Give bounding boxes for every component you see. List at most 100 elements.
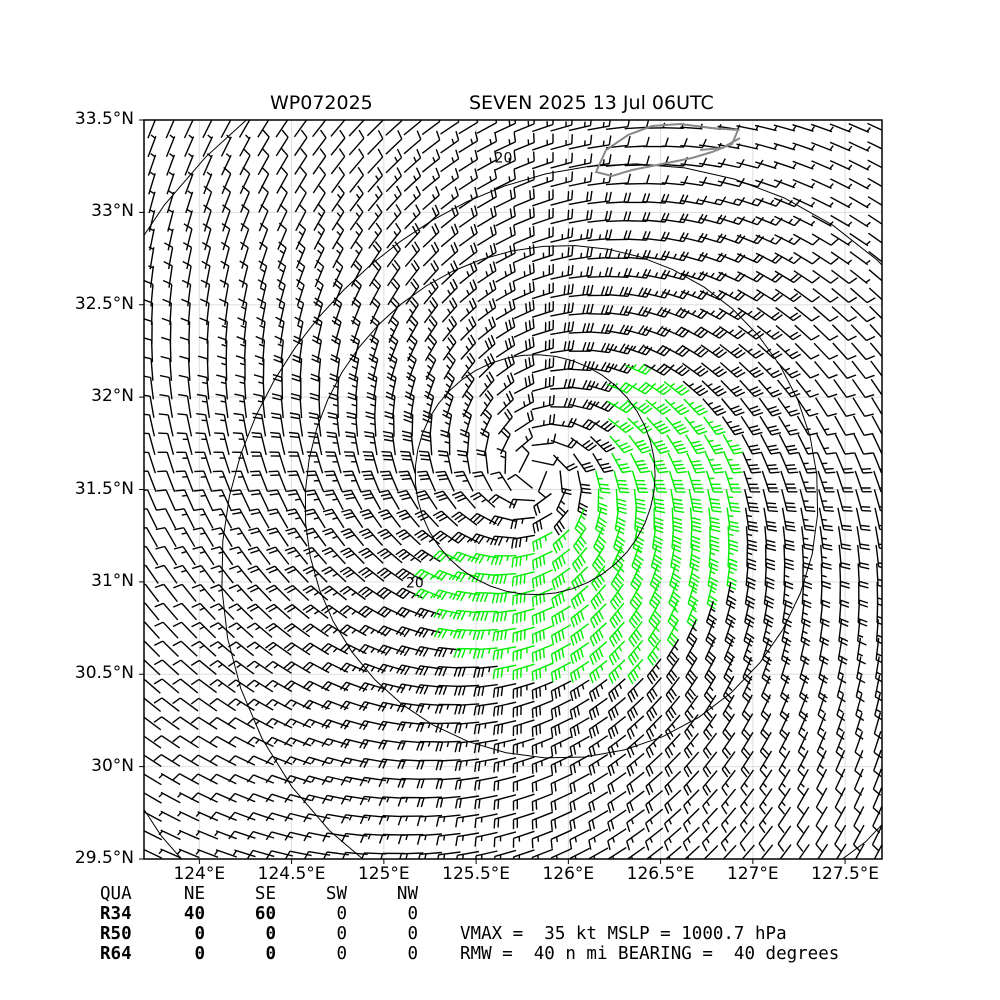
wind-barb: [365, 411, 377, 437]
wind-barb: [193, 489, 214, 511]
wind-barb: [727, 544, 738, 571]
wind-barb: [312, 316, 323, 344]
wind-barb: [686, 452, 706, 474]
r64-nw: 0: [407, 944, 418, 964]
wind-barb: [688, 489, 703, 513]
wind-barb: [440, 186, 459, 210]
wind-barb: [403, 167, 422, 192]
wind-barb: [836, 489, 853, 512]
wind-barb: [741, 713, 754, 741]
wind-barb: [737, 307, 765, 321]
wind-barb: [182, 241, 193, 270]
wind-barb: [257, 129, 270, 157]
wind-barb: [781, 489, 797, 513]
wind-barb: [284, 850, 312, 859]
wind-barb: [778, 750, 791, 778]
wind-barb: [228, 830, 256, 840]
wind-barb: [144, 545, 159, 566]
wind-barb: [792, 215, 816, 227]
wind-barb: [568, 265, 594, 279]
wind-barb: [380, 470, 399, 492]
wind-barb: [474, 776, 498, 791]
wind-barb: [668, 470, 686, 493]
wind-barb: [232, 849, 256, 858]
wind-barb: [684, 714, 699, 741]
wind-barb: [158, 413, 174, 437]
wind-barb: [476, 131, 498, 153]
wind-barb: [377, 644, 405, 656]
r64-sw: 0: [336, 944, 347, 964]
wind-barb: [775, 306, 802, 322]
wind-barb: [330, 334, 341, 363]
wind-barb: [608, 659, 626, 684]
wind-barb: [359, 720, 387, 731]
wind-barb: [797, 750, 809, 778]
wind-barb: [569, 698, 590, 720]
wind-barb: [799, 656, 810, 684]
wind-barb: [624, 136, 650, 148]
wind-barb: [725, 600, 737, 629]
wind-barb: [701, 380, 727, 397]
wind-barb: [795, 379, 819, 398]
wind-barb: [681, 344, 709, 358]
wind-barb: [452, 609, 480, 621]
wind-barb: [687, 582, 699, 610]
wind-barb: [359, 739, 387, 750]
wind-barb: [265, 603, 291, 620]
wind-barb: [492, 646, 517, 661]
wind-barb: [440, 204, 459, 229]
wind-barb: [744, 581, 756, 609]
wind-barb: [836, 470, 854, 493]
wind-barb: [609, 602, 625, 629]
wind-barb: [249, 489, 269, 511]
wind-barb: [313, 185, 326, 213]
wind-barb: [764, 563, 775, 590]
wind-barb: [743, 470, 761, 493]
wind-barb: [792, 160, 816, 170]
wind-barb: [680, 176, 708, 187]
wind-barb: [849, 269, 871, 285]
wind-barb: [175, 489, 195, 511]
wind-barb: [155, 527, 177, 548]
wind-barb: [198, 355, 209, 381]
wind-barb: [667, 601, 679, 629]
r64-se: 0: [265, 944, 276, 964]
wind-barb: [219, 279, 229, 307]
latitude-tick-label: 30.5°N: [74, 663, 134, 684]
wind-barb: [531, 357, 555, 374]
wind-barb: [404, 391, 415, 419]
wind-barb: [867, 122, 882, 131]
wind-barb: [631, 545, 644, 573]
wind-barb: [172, 754, 200, 767]
wind-barb: [417, 470, 437, 492]
wind-barb: [818, 507, 834, 532]
wind-barb: [512, 719, 535, 737]
wind-barb: [395, 568, 423, 581]
wind-barb: [740, 750, 754, 778]
wind-barb: [607, 790, 627, 814]
wind-barb: [312, 148, 327, 175]
wind-barb: [474, 757, 498, 772]
wind-barb: [216, 374, 228, 400]
wind-barb: [414, 626, 442, 638]
wind-barb: [570, 604, 589, 628]
wind-barb: [235, 374, 247, 400]
wind-barb: [153, 659, 180, 676]
wind-barb: [594, 507, 607, 535]
wind-barb: [531, 394, 555, 411]
wind-barb: [669, 563, 682, 591]
wind-barb: [144, 716, 162, 731]
wind-barb: [550, 152, 573, 169]
wind-barb: [400, 450, 416, 474]
wind-barb: [153, 716, 180, 731]
wind-barb: [624, 268, 652, 279]
wind-barb: [757, 361, 783, 379]
wind-barb: [227, 717, 255, 730]
wind-barb: [184, 134, 195, 157]
wind-barb: [605, 173, 631, 186]
wind-barb: [531, 189, 554, 207]
wind-barb: [231, 470, 250, 492]
wind-barb: [663, 827, 682, 852]
wind-barb: [703, 694, 717, 722]
wind-barb: [397, 833, 424, 845]
